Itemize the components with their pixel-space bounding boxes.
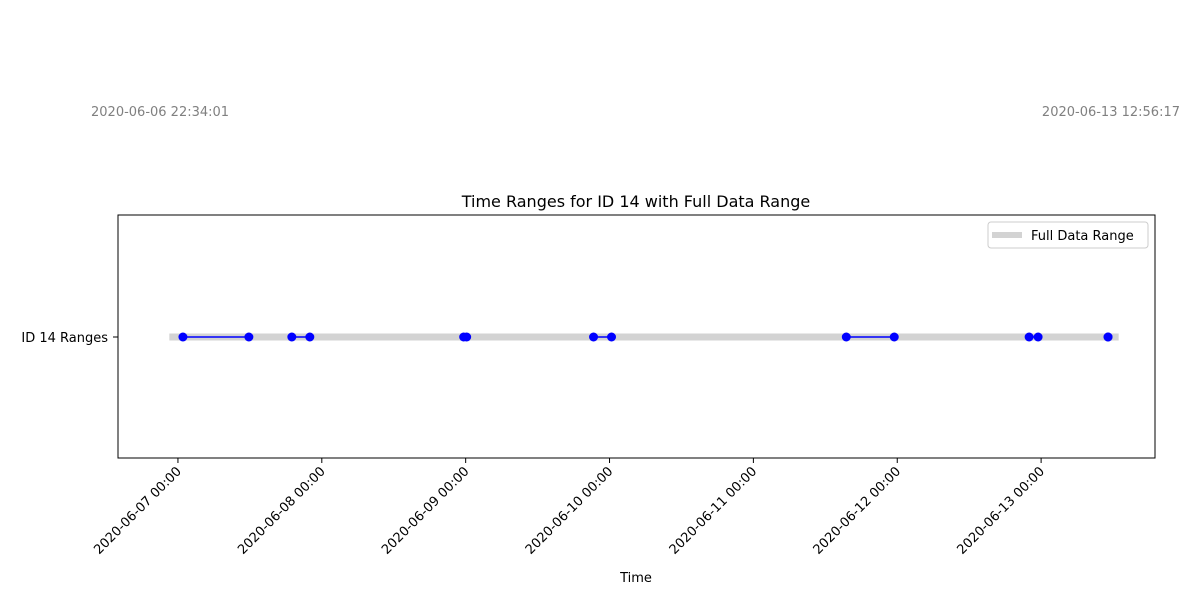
x-axis-label: Time xyxy=(619,571,652,586)
range-start-point xyxy=(841,332,851,342)
x-tick-label: 2020-06-09 00:00 xyxy=(379,464,472,557)
range-start-point xyxy=(1024,332,1034,342)
legend: Full Data Range xyxy=(987,221,1149,249)
x-tick-label: 2020-06-11 00:00 xyxy=(667,464,760,557)
range-end-point xyxy=(1033,332,1043,342)
x-tick-label: 2020-06-13 00:00 xyxy=(954,464,1047,557)
legend-box xyxy=(987,221,1149,249)
range-end-point xyxy=(889,332,899,342)
full-range-start-label: 2020-06-06 22:34:01 xyxy=(91,105,229,120)
x-tick-label: 2020-06-12 00:00 xyxy=(811,464,904,557)
full-range-end-label: 2020-06-13 12:56:17 xyxy=(1042,105,1180,120)
chart-title: Time Ranges for ID 14 with Full Data Ran… xyxy=(461,192,811,211)
x-tick-label: 2020-06-08 00:00 xyxy=(235,464,328,557)
range-end-point xyxy=(244,332,254,342)
range-start-point xyxy=(589,332,599,342)
range-end-point xyxy=(462,332,472,342)
range-end-point xyxy=(305,332,315,342)
range-end-point xyxy=(1103,332,1113,342)
x-ticks-layer: 2020-06-07 00:00 2020-06-08 00:00 2020-06-… xyxy=(91,458,1048,558)
x-tick-label: 2020-06-07 00:00 xyxy=(91,464,184,557)
ranges-layer xyxy=(178,332,1113,342)
range-start-point xyxy=(287,332,297,342)
legend-label: Full Data Range xyxy=(1031,229,1134,244)
y-tick-label: ID 14 Ranges xyxy=(21,331,108,346)
x-tick-label: 2020-06-10 00:00 xyxy=(523,464,616,557)
range-end-point xyxy=(607,332,617,342)
range-start-point xyxy=(178,332,188,342)
